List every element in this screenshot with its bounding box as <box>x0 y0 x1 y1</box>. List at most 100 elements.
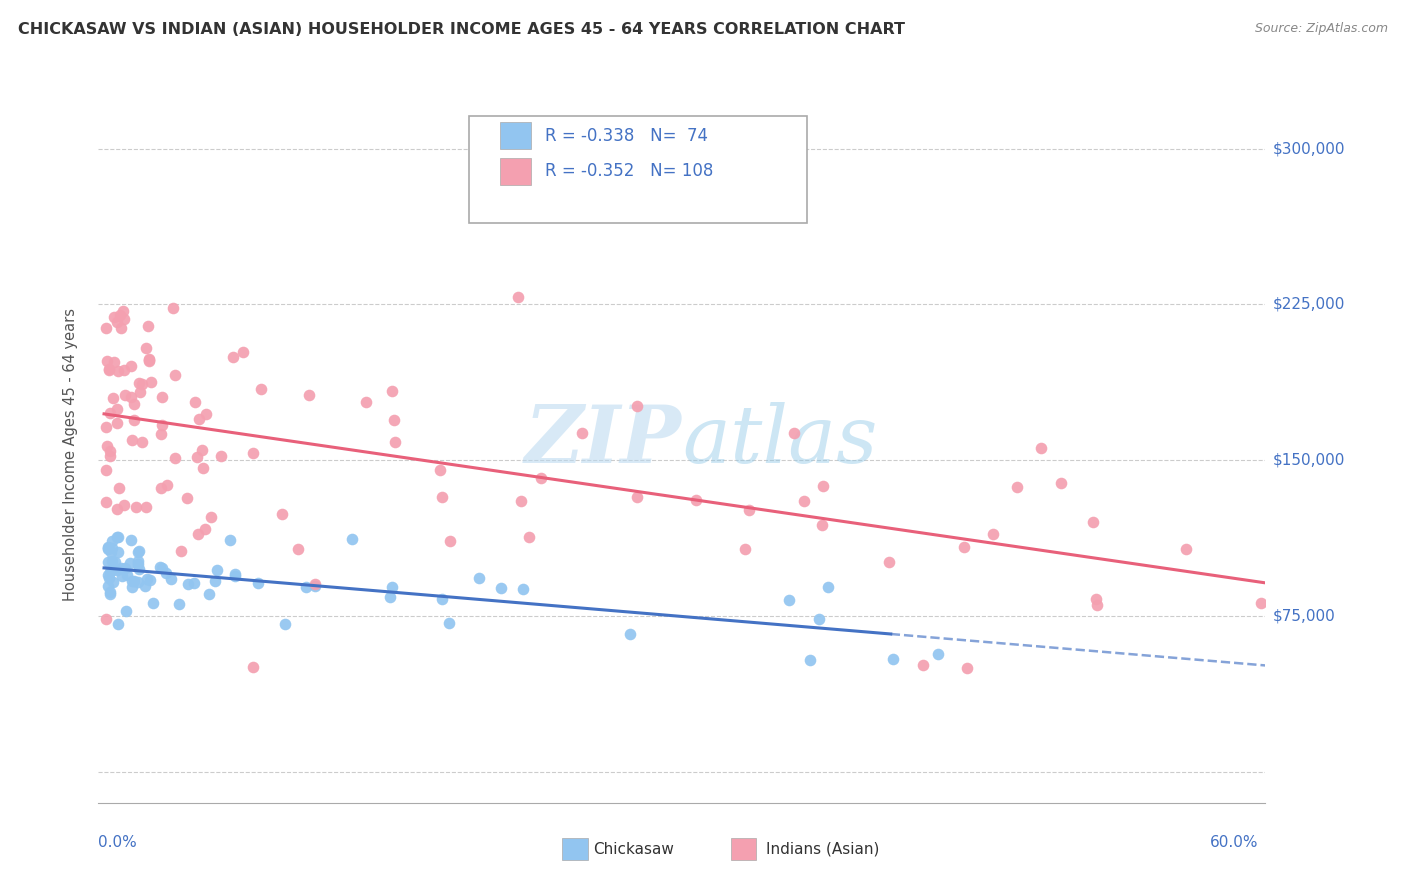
Point <box>191 460 214 475</box>
Point <box>128 376 150 390</box>
Text: $300,000: $300,000 <box>1272 141 1346 156</box>
Point <box>114 561 136 575</box>
Point <box>101 575 124 590</box>
Point <box>100 533 122 548</box>
Point <box>187 526 209 541</box>
Point <box>94 419 117 434</box>
Point <box>114 388 136 402</box>
Point <box>204 574 226 589</box>
Point <box>927 647 949 661</box>
Text: R = -0.338   N=  74: R = -0.338 N= 74 <box>546 127 709 145</box>
Point <box>138 352 160 367</box>
Point <box>165 451 187 466</box>
Point <box>437 615 460 630</box>
Point <box>96 439 118 453</box>
Point <box>626 490 648 504</box>
Point <box>142 596 165 610</box>
Point <box>191 442 214 457</box>
Point <box>626 399 648 413</box>
Point <box>882 651 904 665</box>
Point <box>136 319 159 334</box>
Point <box>340 532 363 546</box>
Text: $150,000: $150,000 <box>1272 452 1344 467</box>
Point <box>571 426 593 441</box>
Point <box>619 626 641 640</box>
Point <box>176 491 198 505</box>
Point <box>112 498 135 512</box>
Point <box>512 582 534 596</box>
Point <box>793 494 815 508</box>
Point <box>155 566 177 581</box>
Point <box>160 572 183 586</box>
Point <box>101 392 124 406</box>
Text: Source: ZipAtlas.com: Source: ZipAtlas.com <box>1254 22 1388 36</box>
Point <box>186 450 208 464</box>
Point <box>98 444 121 458</box>
Point <box>817 580 839 594</box>
Point <box>131 435 153 450</box>
Point <box>981 527 1004 541</box>
Point <box>139 574 162 588</box>
Point <box>778 592 800 607</box>
Point <box>107 616 129 631</box>
Point <box>98 406 121 420</box>
Point <box>381 580 404 594</box>
Point <box>162 301 184 315</box>
Text: atlas: atlas <box>682 402 877 480</box>
Text: $75,000: $75,000 <box>1272 608 1336 624</box>
Point <box>378 591 401 605</box>
Point <box>122 574 145 589</box>
Point <box>799 653 821 667</box>
Point <box>103 310 125 324</box>
Point <box>163 368 186 382</box>
Point <box>953 541 976 555</box>
Point <box>783 425 806 440</box>
Text: 60.0%: 60.0% <box>1211 836 1258 850</box>
Point <box>1085 592 1108 607</box>
Point <box>94 495 117 509</box>
Point <box>150 481 173 495</box>
Point <box>738 503 761 517</box>
Point <box>439 534 461 549</box>
Point <box>94 320 117 334</box>
Point <box>246 576 269 591</box>
Point <box>242 445 264 459</box>
Point <box>107 502 129 516</box>
Point <box>294 580 316 594</box>
Point <box>97 363 120 377</box>
Point <box>112 311 135 326</box>
Point <box>110 321 132 335</box>
Point <box>128 544 150 558</box>
Point <box>97 540 120 554</box>
Point <box>107 545 129 559</box>
Point <box>242 660 264 674</box>
Point <box>128 562 150 576</box>
Point <box>219 533 242 548</box>
Point <box>170 544 193 558</box>
Text: 0.0%: 0.0% <box>98 836 138 850</box>
Point <box>1174 541 1197 556</box>
Point <box>103 355 125 369</box>
Point <box>101 554 124 568</box>
Text: $225,000: $225,000 <box>1272 297 1344 312</box>
Point <box>131 377 153 392</box>
Point <box>381 384 404 398</box>
Point <box>134 579 156 593</box>
Text: Chickasaw: Chickasaw <box>593 842 675 856</box>
Point <box>105 401 128 416</box>
Point <box>810 517 832 532</box>
Point <box>100 584 122 599</box>
Point <box>127 575 149 590</box>
Point <box>287 541 309 556</box>
Point <box>382 413 405 427</box>
Point <box>114 604 136 618</box>
Point <box>911 657 934 672</box>
Point <box>105 530 128 544</box>
Point <box>107 315 129 329</box>
Point <box>138 354 160 368</box>
Point <box>232 344 254 359</box>
Point <box>224 569 246 583</box>
Point <box>121 580 143 594</box>
Point <box>97 361 120 376</box>
Text: R = -0.352   N= 108: R = -0.352 N= 108 <box>546 162 714 180</box>
